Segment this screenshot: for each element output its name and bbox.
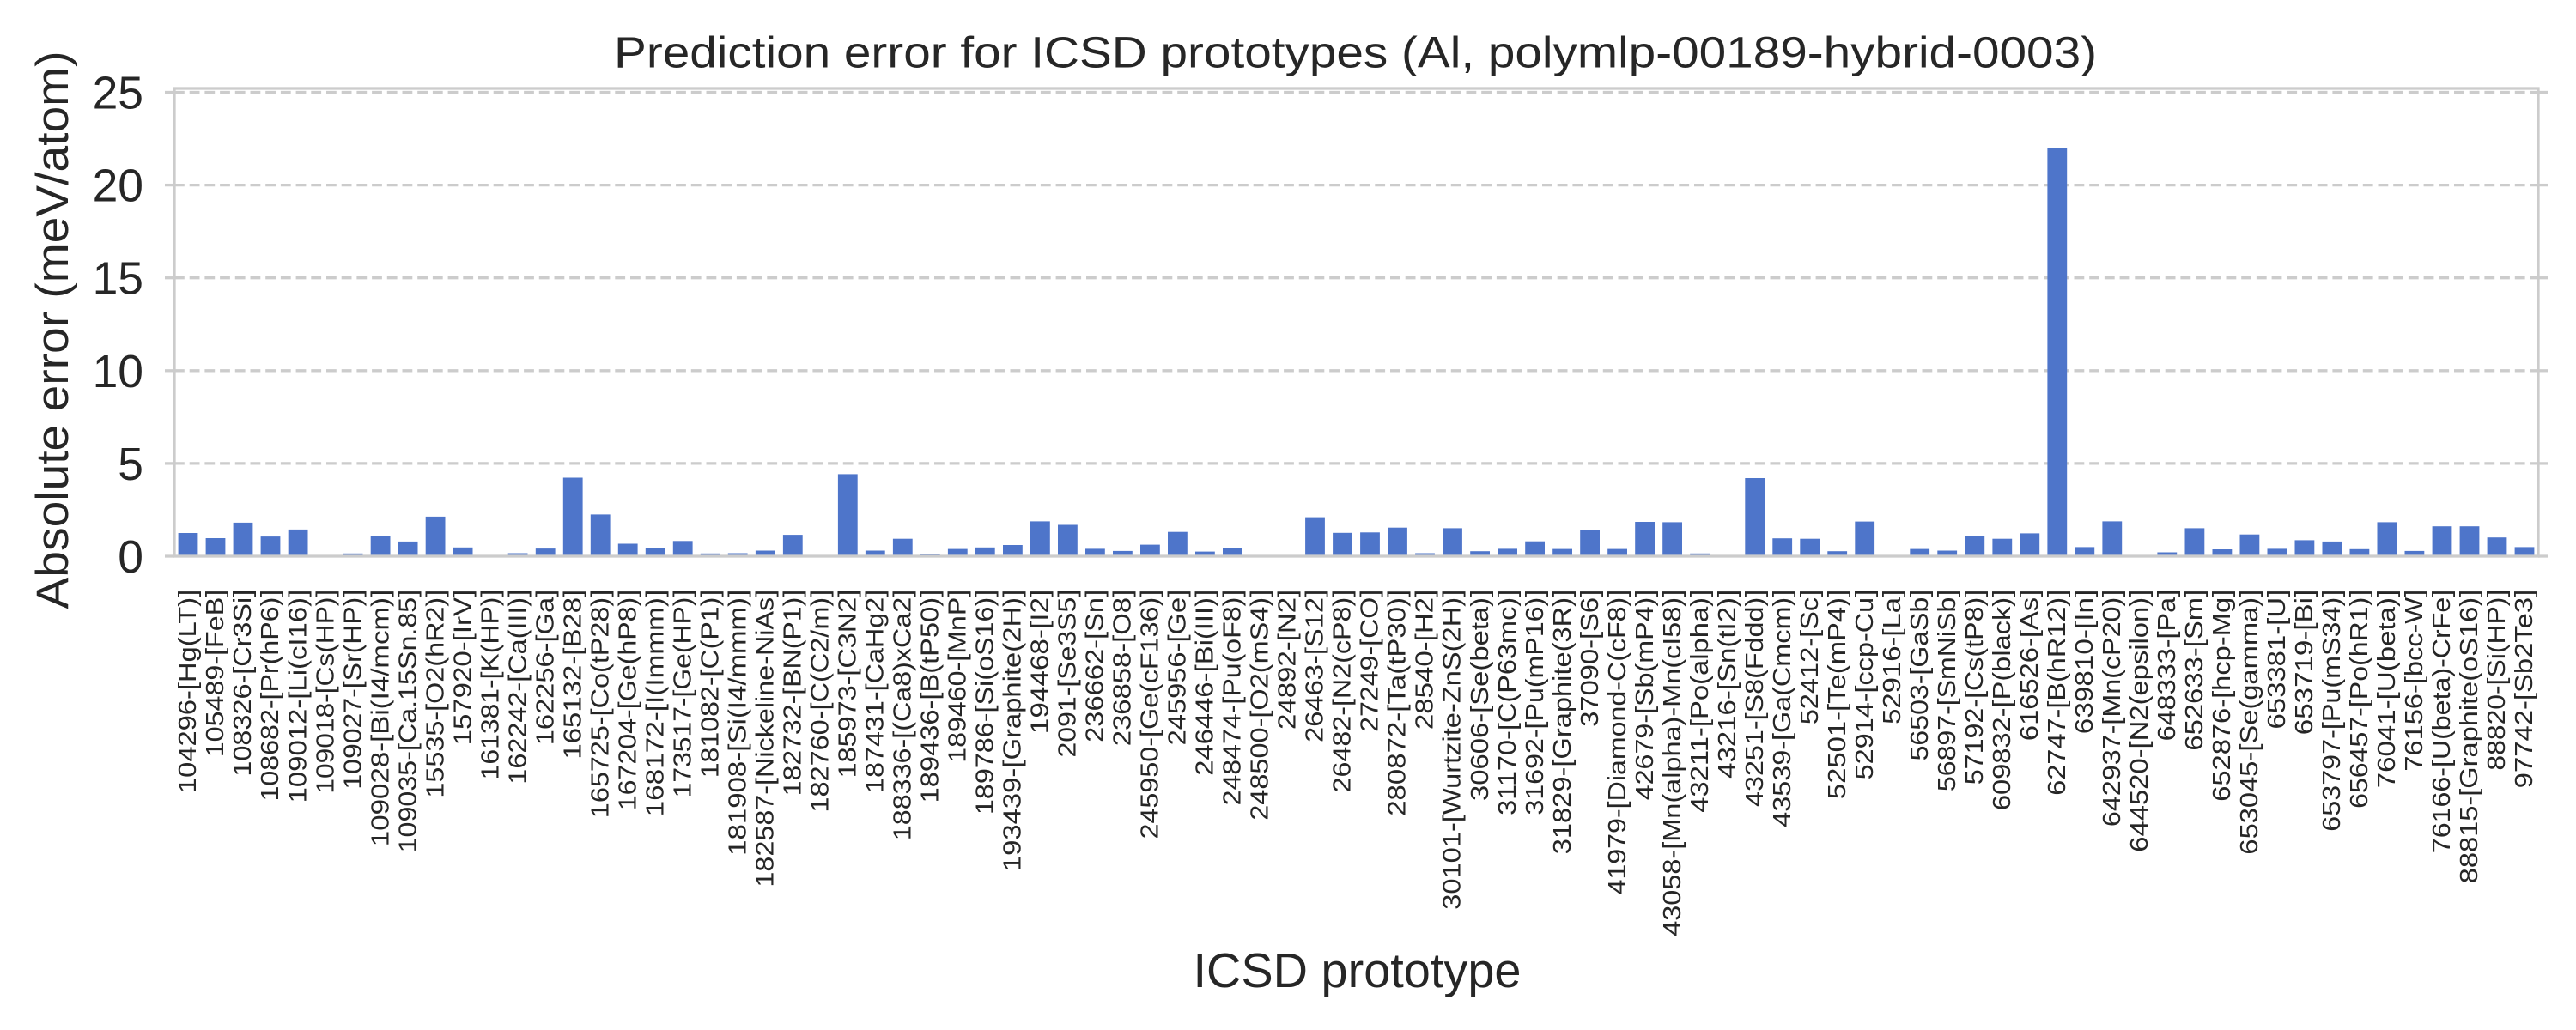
- svg-text:182587-[Nickeline-NiAs]: 182587-[Nickeline-NiAs]: [752, 590, 780, 888]
- svg-text:0: 0: [118, 532, 143, 583]
- svg-text:56897-[SmNiSb]: 56897-[SmNiSb]: [1934, 590, 1961, 791]
- svg-text:182760-[C(C2/m)]: 182760-[C(C2/m)]: [807, 590, 835, 813]
- svg-text:Prediction error for ICSD prot: Prediction error for ICSD prototypes (Al…: [614, 27, 2097, 76]
- svg-text:185973-[C3N2]: 185973-[C3N2]: [835, 590, 862, 779]
- svg-text:616526-[As]: 616526-[As]: [2016, 590, 2044, 741]
- svg-text:76156-[bcc-W]: 76156-[bcc-W]: [2401, 590, 2428, 772]
- svg-text:10: 10: [93, 347, 143, 397]
- svg-text:26463-[S12]: 26463-[S12]: [1302, 590, 1329, 742]
- svg-text:52501-[Te(mP4)]: 52501-[Te(mP4)]: [1824, 590, 1851, 799]
- svg-text:43251-[S8(Fddd)]: 43251-[S8(Fddd)]: [1741, 590, 1769, 807]
- svg-text:76166-[U(beta)-CrFe]: 76166-[U(beta)-CrFe]: [2428, 590, 2456, 853]
- svg-text:609832-[P(black)]: 609832-[P(black)]: [1989, 590, 2016, 810]
- svg-text:161381-[K(HP)]: 161381-[K(HP)]: [477, 590, 504, 780]
- svg-text:652876-[hcp-Mg]: 652876-[hcp-Mg]: [2208, 590, 2236, 802]
- svg-text:31692-[Pu(mP16)]: 31692-[Pu(mP16)]: [1522, 590, 1549, 815]
- svg-text:104296-[Hg(LT)]: 104296-[Hg(LT)]: [174, 590, 202, 793]
- svg-text:2091-[Se3S5]: 2091-[Se3S5]: [1054, 590, 1082, 758]
- svg-text:189436-[B(tP50)]: 189436-[B(tP50)]: [917, 590, 945, 803]
- svg-text:105489-[FeB]: 105489-[FeB]: [202, 590, 229, 758]
- svg-text:25: 25: [93, 69, 143, 119]
- svg-text:30101-[Wurtzite-ZnS(2H)]: 30101-[Wurtzite-ZnS(2H)]: [1439, 590, 1467, 910]
- svg-text:20: 20: [93, 161, 143, 212]
- svg-text:43211-[Po(alpha)]: 43211-[Po(alpha)]: [1686, 590, 1714, 813]
- svg-text:656457-[Po(hR1)]: 656457-[Po(hR1)]: [2346, 590, 2373, 809]
- svg-text:52914-[ccp-Cu]: 52914-[ccp-Cu]: [1851, 590, 1879, 780]
- svg-text:245956-[Ge]: 245956-[Ge]: [1164, 590, 1192, 746]
- svg-text:27249-[CO]: 27249-[CO]: [1357, 590, 1384, 732]
- svg-text:644520-[N2(epsilon)]: 644520-[N2(epsilon)]: [2126, 590, 2154, 852]
- svg-text:97742-[Sb2Te3]: 97742-[Sb2Te3]: [2511, 590, 2538, 788]
- svg-text:31829-[Graphite(3R)]: 31829-[Graphite(3R)]: [1549, 590, 1577, 855]
- svg-text:5: 5: [118, 439, 143, 490]
- svg-text:162242-[Ca(III)]: 162242-[Ca(III)]: [504, 590, 532, 785]
- svg-text:236858-[O8]: 236858-[O8]: [1109, 590, 1137, 747]
- svg-text:56503-[GaSb]: 56503-[GaSb]: [1906, 590, 1934, 761]
- svg-text:280872-[Ta(tP30)]: 280872-[Ta(tP30)]: [1384, 590, 1412, 816]
- svg-text:182732-[BN(P1)]: 182732-[BN(P1)]: [780, 590, 807, 797]
- svg-text:248474-[Pu(oF8)]: 248474-[Pu(oF8)]: [1219, 590, 1247, 806]
- svg-text:639810-[In]: 639810-[In]: [2071, 590, 2099, 734]
- svg-text:15535-[O2(hR2)]: 15535-[O2(hR2)]: [422, 590, 449, 798]
- svg-text:653381-[U]: 653381-[U]: [2263, 590, 2291, 730]
- svg-text:652633-[Sm]: 652633-[Sm]: [2181, 590, 2208, 751]
- svg-text:109028-[Bi(I4/mcm)]: 109028-[Bi(I4/mcm)]: [367, 590, 394, 846]
- svg-text:181908-[Si(I4/mmm)]: 181908-[Si(I4/mmm)]: [724, 590, 751, 856]
- svg-text:88820-[Si(HP)]: 88820-[Si(HP)]: [2483, 590, 2511, 771]
- svg-text:188336-[(Ca8)xCa2]: 188336-[(Ca8)xCa2]: [890, 590, 917, 840]
- svg-text:52916-[La]: 52916-[La]: [1879, 590, 1906, 724]
- svg-text:109035-[Ca.15Sn.85]: 109035-[Ca.15Sn.85]: [394, 590, 422, 853]
- svg-text:109027-[Sr(HP)]: 109027-[Sr(HP)]: [339, 590, 367, 790]
- svg-text:181082-[C(P1)]: 181082-[C(P1)]: [696, 590, 724, 779]
- svg-text:157920-[IrV]: 157920-[IrV]: [449, 590, 477, 746]
- svg-text:187431-[CaHg2]: 187431-[CaHg2]: [862, 590, 890, 793]
- svg-text:165725-[Co(tP28)]: 165725-[Co(tP28)]: [586, 590, 614, 818]
- svg-text:ICSD prototype: ICSD prototype: [1194, 943, 1522, 998]
- svg-text:165132-[B28]: 165132-[B28]: [559, 590, 586, 760]
- svg-text:88815-[Graphite(oS16)]: 88815-[Graphite(oS16)]: [2456, 590, 2483, 884]
- svg-text:62747-[B(hR12)]: 62747-[B(hR12)]: [2044, 590, 2071, 796]
- svg-text:248500-[O2(mS4)]: 248500-[O2(mS4)]: [1247, 590, 1274, 821]
- svg-text:43216-[Sn(tI2)]: 43216-[Sn(tI2)]: [1714, 590, 1741, 779]
- svg-text:648333-[Pa]: 648333-[Pa]: [2154, 590, 2181, 742]
- svg-text:653797-[Pu(mS34)]: 653797-[Pu(mS34)]: [2318, 590, 2346, 832]
- svg-text:109018-[Cs(HP)]: 109018-[Cs(HP)]: [312, 590, 339, 794]
- svg-text:245950-[Ge(cF136)]: 245950-[Ge(cF136)]: [1137, 590, 1164, 839]
- svg-text:246446-[Bi(III)]: 246446-[Bi(III)]: [1192, 590, 1219, 776]
- svg-text:37090-[S6]: 37090-[S6]: [1577, 590, 1604, 727]
- svg-text:57192-[Cs(tP8)]: 57192-[Cs(tP8)]: [1961, 590, 1989, 785]
- svg-text:189460-[MnP]: 189460-[MnP]: [945, 590, 972, 763]
- svg-text:168172-[I(Immm)]: 168172-[I(Immm)]: [641, 590, 669, 817]
- svg-text:189786-[Si(oS16)]: 189786-[Si(oS16)]: [972, 590, 999, 815]
- svg-text:28540-[H2]: 28540-[H2]: [1412, 590, 1439, 730]
- svg-text:52412-[Sc]: 52412-[Sc]: [1796, 590, 1824, 725]
- svg-text:Absolute error (meV/atom): Absolute error (meV/atom): [27, 52, 78, 609]
- svg-text:30606-[Se(beta)]: 30606-[Se(beta)]: [1467, 590, 1494, 801]
- svg-text:109012-[Li(cI16)]: 109012-[Li(cI16)]: [284, 590, 312, 803]
- svg-text:15: 15: [93, 254, 143, 305]
- svg-text:236662-[Sn]: 236662-[Sn]: [1082, 590, 1109, 742]
- svg-text:24892-[N2]: 24892-[N2]: [1274, 590, 1302, 730]
- svg-text:162256-[Ga]: 162256-[Ga]: [532, 590, 559, 746]
- svg-text:43058-[Mn(alpha)-Mn(cI58)]: 43058-[Mn(alpha)-Mn(cI58)]: [1659, 590, 1686, 936]
- svg-text:167204-[Ge(hP8)]: 167204-[Ge(hP8)]: [614, 590, 641, 811]
- svg-text:653719-[Bi]: 653719-[Bi]: [2291, 590, 2318, 735]
- svg-text:31170-[C(P63mc)]: 31170-[C(P63mc)]: [1494, 590, 1522, 815]
- svg-text:108682-[Pr(hP6)]: 108682-[Pr(hP6)]: [257, 590, 284, 802]
- svg-text:642937-[Mn(cP20)]: 642937-[Mn(cP20)]: [2099, 590, 2126, 827]
- svg-text:76041-[U(beta)]: 76041-[U(beta)]: [2373, 590, 2401, 788]
- svg-text:41979-[Diamond-C(cF8)]: 41979-[Diamond-C(cF8)]: [1604, 590, 1631, 895]
- svg-text:653045-[Se(gamma)]: 653045-[Se(gamma)]: [2236, 590, 2263, 855]
- svg-text:173517-[Ge(HP)]: 173517-[Ge(HP)]: [669, 590, 696, 798]
- svg-text:108326-[Cr3Si]: 108326-[Cr3Si]: [229, 590, 257, 777]
- svg-text:193439-[Graphite(2H)]: 193439-[Graphite(2H)]: [999, 590, 1027, 871]
- svg-text:43539-[Ga(Cmcm)]: 43539-[Ga(Cmcm)]: [1769, 590, 1796, 827]
- svg-text:26482-[N2(cP8)]: 26482-[N2(cP8)]: [1329, 590, 1357, 793]
- svg-text:42679-[Sb(mP4)]: 42679-[Sb(mP4)]: [1631, 590, 1659, 801]
- svg-text:194468-[I2]: 194468-[I2]: [1027, 590, 1054, 734]
